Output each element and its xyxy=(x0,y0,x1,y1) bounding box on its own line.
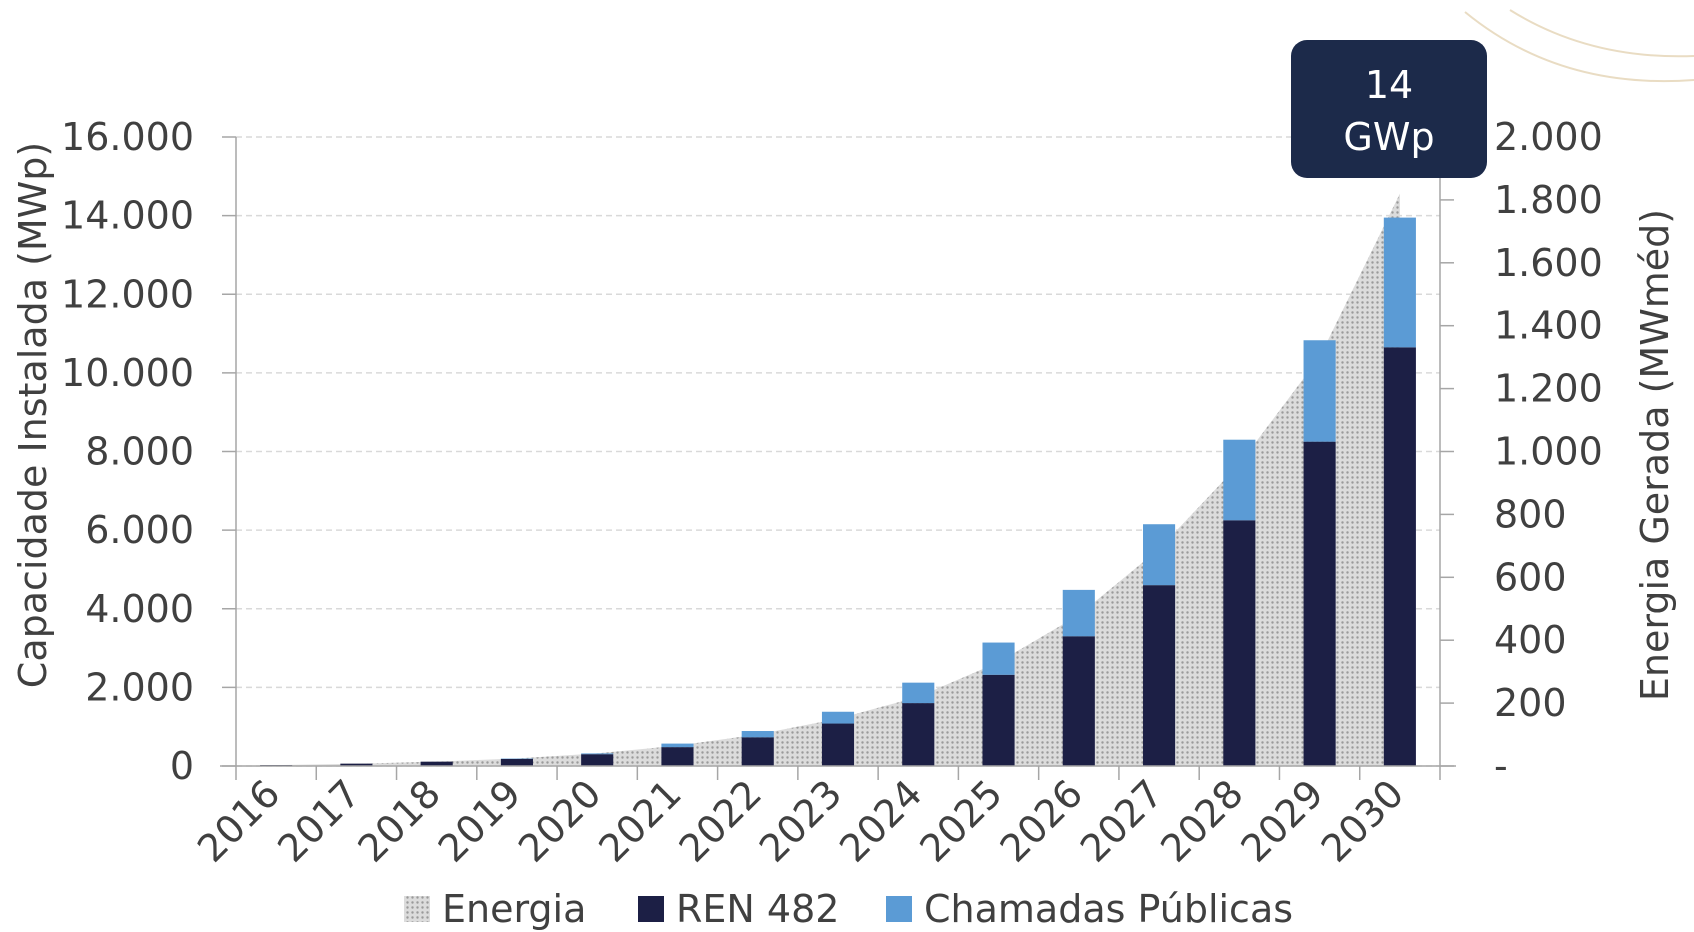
bar-chamadas-2020 xyxy=(581,753,614,755)
decorative-arcs xyxy=(1464,9,1694,83)
bar-chamadas-2024 xyxy=(902,682,935,704)
bar-ren482-2019 xyxy=(500,758,533,766)
bar-ren482-2021 xyxy=(661,747,694,766)
x-tick-label: 2016 xyxy=(189,771,289,871)
bar-chamadas-2030 xyxy=(1383,217,1416,348)
gridlines xyxy=(236,136,1440,767)
y2-tick-label: 1.400 xyxy=(1494,304,1603,348)
legend-swatch-energia xyxy=(404,896,430,922)
legend-label-energia: Energia xyxy=(442,887,586,931)
x-tick-label: 2018 xyxy=(350,771,450,871)
legend-label-chamadas: Chamadas Públicas xyxy=(924,887,1293,931)
bar-ren482-2025 xyxy=(982,674,1015,766)
x-tick-label: 2027 xyxy=(1072,771,1172,871)
y-tick-label: 14.000 xyxy=(61,194,194,238)
x-tick-label: 2026 xyxy=(992,771,1092,871)
y-axis-right-ticks: - 200 400 600 800 1.000 1.200 1.400 1.600 1.800 2.… xyxy=(1440,115,1603,788)
y2-tick-label: 200 xyxy=(1494,681,1567,725)
bar-ren482-2017 xyxy=(340,763,373,766)
x-tick-label: 2019 xyxy=(430,771,530,871)
y-tick-label: 12.000 xyxy=(61,272,194,316)
y2-tick-label: 1.200 xyxy=(1494,367,1603,411)
x-tick-label: 2030 xyxy=(1313,771,1413,871)
legend: Energia REN 482 Chamadas Públicas xyxy=(404,887,1293,931)
bar-ren482-2028 xyxy=(1223,520,1256,766)
y-tick-label: 16.000 xyxy=(61,115,194,159)
y-axis-left-ticks: 0 2.000 4.000 6.000 8.000 10.000 12.000 14.000 1… xyxy=(61,115,236,788)
y2-tick-label: - xyxy=(1494,744,1508,788)
callout-unit: GWp xyxy=(1343,115,1434,159)
bar-chamadas-2021 xyxy=(661,743,694,748)
bar-chamadas-2026 xyxy=(1062,589,1095,637)
x-tick-label: 2021 xyxy=(590,771,690,871)
x-tick-label: 2017 xyxy=(269,771,369,871)
bar-ren482-2027 xyxy=(1143,585,1176,766)
y2-axis-title: Energia Gerada (MWméd) xyxy=(1633,209,1677,701)
bar-ren482-2018 xyxy=(420,761,453,766)
bars xyxy=(260,217,1416,766)
y-tick-label: 0 xyxy=(170,744,194,788)
bar-ren482-2023 xyxy=(821,723,855,766)
area-energia xyxy=(276,193,1400,767)
y2-tick-label: 1.800 xyxy=(1494,178,1603,222)
x-tick-label: 2029 xyxy=(1232,771,1332,871)
bar-chamadas-2025 xyxy=(982,642,1015,675)
y-tick-label: 4.000 xyxy=(85,587,194,631)
bar-chamadas-2023 xyxy=(821,711,855,724)
bar-ren482-2024 xyxy=(902,703,935,766)
x-tick-label: 2025 xyxy=(911,771,1011,871)
x-tick-label: 2024 xyxy=(831,771,931,871)
x-tick-label: 2023 xyxy=(751,771,851,871)
bar-ren482-2026 xyxy=(1062,636,1095,766)
y-tick-label: 8.000 xyxy=(85,430,194,474)
y2-tick-label: 1.000 xyxy=(1494,430,1603,474)
callout-badge: 14 GWp xyxy=(1291,40,1487,178)
y-tick-label: 2.000 xyxy=(85,665,194,709)
x-tick-label: 2028 xyxy=(1152,771,1252,871)
x-tick-label: 2020 xyxy=(510,771,610,871)
y2-tick-label: 600 xyxy=(1494,555,1567,599)
legend-swatch-ren482 xyxy=(638,896,664,922)
legend-label-ren482: REN 482 xyxy=(676,887,839,931)
bar-chamadas-2027 xyxy=(1143,524,1176,586)
x-tick-label: 2022 xyxy=(671,771,771,871)
y2-tick-label: 800 xyxy=(1494,492,1567,536)
legend-swatch-chamadas xyxy=(886,896,912,922)
y2-tick-label: 2.000 xyxy=(1494,115,1603,159)
bar-ren482-2030 xyxy=(1383,347,1416,766)
y2-tick-label: 400 xyxy=(1494,618,1567,662)
energia-area xyxy=(276,193,1400,767)
y-axis-title: Capacidade Instalada (MWp) xyxy=(11,142,55,688)
y2-tick-label: 1.600 xyxy=(1494,241,1603,285)
bar-chamadas-2022 xyxy=(741,731,774,738)
x-axis-ticks: 2016201720182019202020212022202320242025… xyxy=(189,766,1441,871)
bar-chamadas-2028 xyxy=(1223,439,1256,521)
y-tick-label: 6.000 xyxy=(85,508,194,552)
callout-value: 14 xyxy=(1365,63,1413,107)
bar-chamadas-2029 xyxy=(1303,340,1336,442)
bar-ren482-2029 xyxy=(1303,441,1336,766)
y-tick-label: 10.000 xyxy=(61,351,194,395)
bar-ren482-2022 xyxy=(741,737,774,766)
bar-ren482-2020 xyxy=(581,754,614,766)
